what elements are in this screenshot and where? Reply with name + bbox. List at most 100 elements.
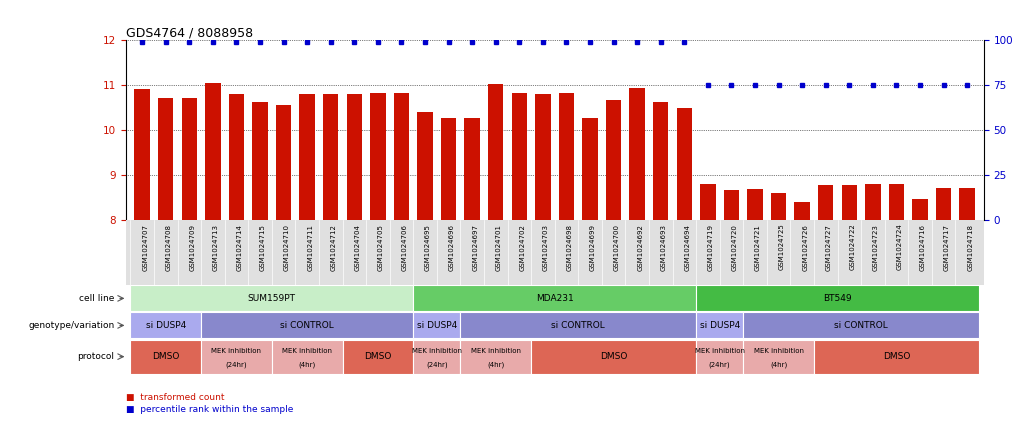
Bar (417, 112, 433, 423)
Text: MEK inhibition: MEK inhibition (211, 348, 262, 354)
Text: DMSO: DMSO (152, 352, 179, 361)
Bar (276, 104, 291, 423)
Text: SUM159PT: SUM159PT (248, 294, 296, 303)
Bar (272, 340, 343, 374)
Text: GDS4764 / 8088958: GDS4764 / 8088958 (126, 26, 252, 39)
Text: GSM1024697: GSM1024697 (472, 224, 478, 271)
Text: GSM1024704: GSM1024704 (354, 224, 360, 271)
Text: GSM1024710: GSM1024710 (283, 224, 289, 271)
Bar (135, 89, 149, 423)
Bar (960, 188, 974, 423)
Bar (323, 94, 339, 423)
Text: GSM1024727: GSM1024727 (826, 224, 831, 271)
Text: protocol: protocol (77, 352, 114, 361)
Bar (300, 94, 315, 423)
Text: GSM1024715: GSM1024715 (260, 224, 266, 271)
Bar (865, 184, 881, 423)
Text: (24hr): (24hr) (709, 361, 730, 368)
Text: cell line: cell line (79, 294, 114, 303)
Text: GSM1024701: GSM1024701 (495, 224, 502, 271)
Text: (4hr): (4hr) (487, 361, 505, 368)
Text: GSM1024700: GSM1024700 (614, 224, 620, 271)
Bar (744, 313, 978, 338)
Bar (913, 199, 928, 423)
Text: DMSO: DMSO (365, 352, 391, 361)
Bar (413, 340, 460, 374)
Bar (131, 340, 201, 374)
Text: ■  transformed count: ■ transformed count (126, 393, 225, 401)
Bar (606, 100, 621, 423)
Bar (393, 93, 409, 423)
Text: GSM1024725: GSM1024725 (779, 224, 785, 270)
Text: GSM1024698: GSM1024698 (566, 224, 573, 271)
Bar (205, 83, 220, 423)
Bar (582, 118, 597, 423)
Text: GSM1024709: GSM1024709 (190, 224, 196, 271)
Text: BT549: BT549 (823, 294, 852, 303)
Text: GSM1024703: GSM1024703 (543, 224, 549, 271)
Text: si DUSP4: si DUSP4 (699, 321, 740, 330)
Bar (201, 313, 413, 338)
Text: DMSO: DMSO (599, 352, 627, 361)
Bar (131, 286, 413, 311)
Bar (201, 340, 272, 374)
Text: GSM1024720: GSM1024720 (731, 224, 737, 271)
Bar (512, 93, 527, 423)
Text: GSM1024702: GSM1024702 (519, 224, 525, 271)
Text: GSM1024723: GSM1024723 (872, 224, 879, 271)
Bar (653, 102, 668, 423)
Text: GSM1024696: GSM1024696 (449, 224, 454, 271)
Bar (343, 340, 413, 374)
Text: GSM1024718: GSM1024718 (967, 224, 973, 271)
Text: si CONTROL: si CONTROL (280, 321, 334, 330)
Text: (24hr): (24hr) (426, 361, 448, 368)
Text: MDA231: MDA231 (536, 294, 574, 303)
Bar (794, 203, 810, 423)
Text: MEK inhibition: MEK inhibition (471, 348, 521, 354)
Text: GSM1024699: GSM1024699 (590, 224, 596, 271)
Text: ■  percentile rank within the sample: ■ percentile rank within the sample (126, 405, 293, 414)
Bar (842, 185, 857, 423)
Text: GSM1024724: GSM1024724 (896, 224, 902, 270)
Bar (724, 190, 740, 423)
Text: si CONTROL: si CONTROL (551, 321, 605, 330)
Text: genotype/variation: genotype/variation (28, 321, 114, 330)
Text: GSM1024707: GSM1024707 (142, 224, 148, 271)
Bar (700, 184, 716, 423)
Text: GSM1024706: GSM1024706 (402, 224, 408, 271)
Bar (441, 118, 456, 423)
Bar (536, 94, 550, 423)
Bar (131, 313, 201, 338)
Bar (696, 340, 744, 374)
Bar (158, 98, 173, 423)
Bar (748, 189, 762, 423)
Text: MEK inhibition: MEK inhibition (282, 348, 332, 354)
Bar (818, 185, 833, 423)
Bar (559, 93, 574, 423)
Bar (460, 313, 696, 338)
Bar (181, 98, 197, 423)
Bar (413, 313, 460, 338)
Text: si DUSP4: si DUSP4 (145, 321, 185, 330)
Bar (770, 192, 786, 423)
Text: GSM1024726: GSM1024726 (802, 224, 809, 271)
Text: GSM1024719: GSM1024719 (708, 224, 714, 271)
Bar (696, 286, 978, 311)
Text: (24hr): (24hr) (226, 361, 247, 368)
Bar (629, 88, 645, 423)
Text: (4hr): (4hr) (299, 361, 316, 368)
Text: si DUSP4: si DUSP4 (417, 321, 457, 330)
Text: GSM1024717: GSM1024717 (943, 224, 950, 271)
Text: MEK inhibition: MEK inhibition (694, 348, 745, 354)
Text: GSM1024692: GSM1024692 (638, 224, 643, 271)
Bar (252, 102, 268, 423)
Text: GSM1024712: GSM1024712 (331, 224, 337, 271)
Bar (677, 108, 692, 423)
Text: GSM1024694: GSM1024694 (684, 224, 690, 271)
Text: GSM1024716: GSM1024716 (920, 224, 926, 271)
Text: GSM1024711: GSM1024711 (307, 224, 313, 271)
Bar (531, 340, 696, 374)
Text: GSM1024695: GSM1024695 (425, 224, 431, 271)
Text: GSM1024714: GSM1024714 (237, 224, 242, 271)
Text: MEK inhibition: MEK inhibition (412, 348, 461, 354)
